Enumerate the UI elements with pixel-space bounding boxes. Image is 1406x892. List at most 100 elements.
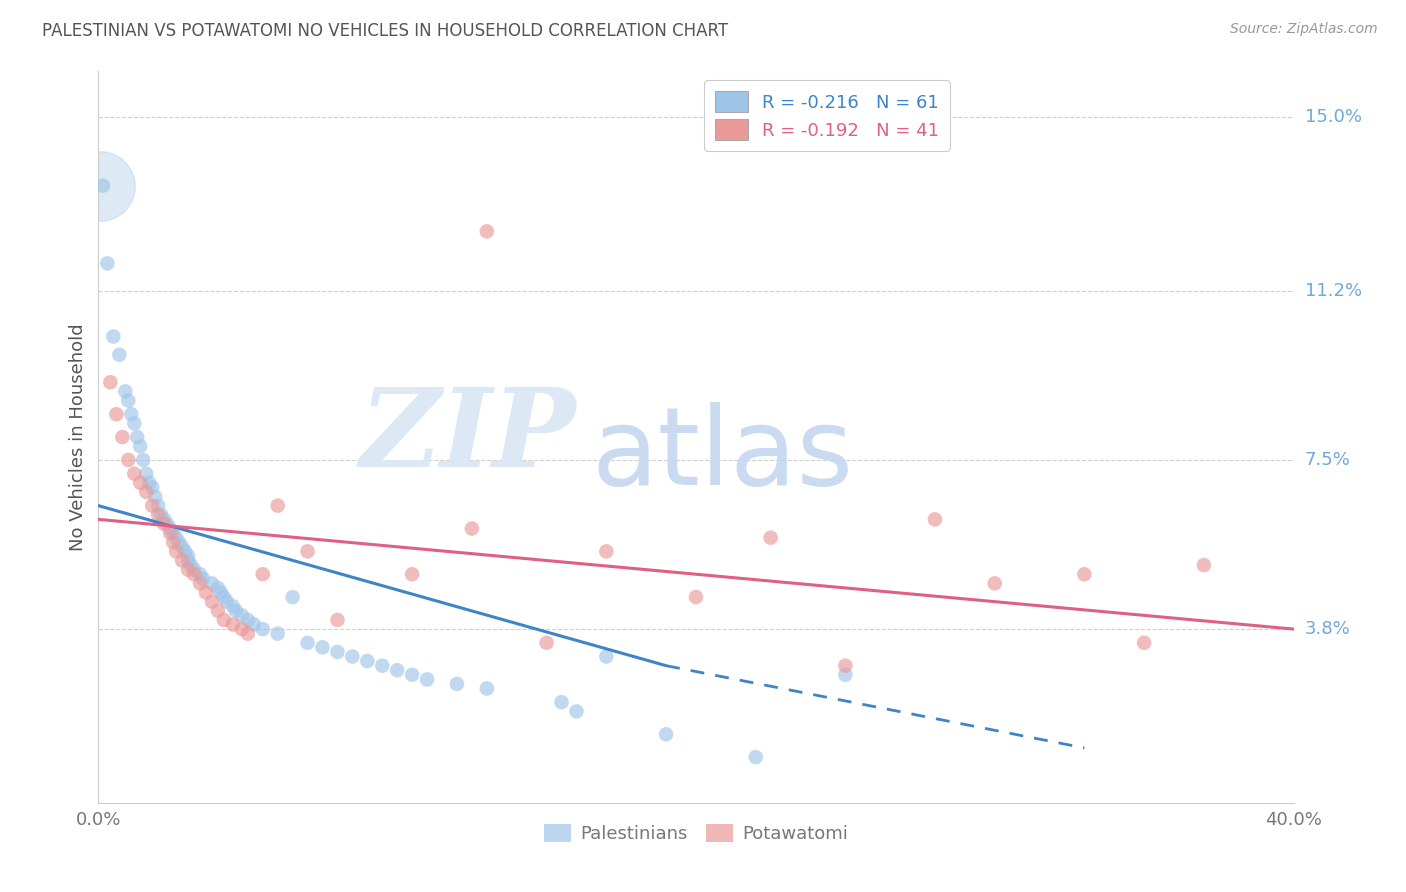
Point: [129, 475, 152, 490]
Point: [655, 727, 678, 741]
Point: [135, 467, 157, 481]
Point: [475, 224, 498, 238]
Point: [207, 604, 229, 618]
Point: [177, 549, 200, 563]
Point: [148, 499, 170, 513]
Point: [225, 604, 247, 618]
Point: [124, 467, 146, 481]
Point: [212, 613, 235, 627]
Point: [162, 526, 184, 541]
Point: [105, 407, 128, 421]
Point: [156, 516, 179, 531]
Point: [326, 613, 349, 627]
Point: [565, 705, 588, 719]
Point: [103, 329, 125, 343]
Point: [342, 649, 364, 664]
Point: [153, 516, 176, 531]
Point: [311, 640, 333, 655]
Point: [222, 599, 245, 614]
Point: [215, 594, 238, 608]
Point: [222, 617, 245, 632]
Point: [252, 622, 274, 636]
Point: [91, 178, 114, 193]
Point: [165, 544, 187, 558]
Point: [96, 256, 118, 270]
Point: [209, 585, 232, 599]
Point: [281, 590, 304, 604]
Point: [201, 576, 224, 591]
Point: [183, 567, 205, 582]
Point: [165, 531, 187, 545]
Point: [89, 178, 111, 193]
Point: [195, 585, 218, 599]
Text: 11.2%: 11.2%: [1305, 282, 1362, 300]
Point: [132, 453, 155, 467]
Point: [236, 613, 259, 627]
Text: 7.5%: 7.5%: [1305, 451, 1351, 469]
Point: [141, 499, 163, 513]
Point: [475, 681, 498, 696]
Point: [267, 499, 290, 513]
Point: [212, 590, 235, 604]
Point: [461, 521, 484, 535]
Point: [356, 654, 378, 668]
Point: [129, 439, 152, 453]
Point: [177, 563, 200, 577]
Point: [243, 617, 266, 632]
Point: [135, 485, 157, 500]
Point: [416, 673, 439, 687]
Point: [297, 544, 319, 558]
Point: [984, 576, 1007, 591]
Point: [98, 376, 122, 390]
Point: [141, 480, 163, 494]
Point: [150, 508, 173, 522]
Point: [236, 626, 259, 640]
Point: [174, 544, 197, 558]
Point: [143, 490, 166, 504]
Point: [385, 663, 409, 677]
Text: 3.8%: 3.8%: [1305, 620, 1350, 638]
Point: [231, 622, 253, 636]
Point: [114, 384, 136, 399]
Point: [326, 645, 349, 659]
Point: [595, 649, 617, 664]
Point: [183, 563, 205, 577]
Point: [120, 407, 142, 421]
Text: ZIP: ZIP: [360, 384, 576, 491]
Point: [401, 567, 423, 582]
Point: [371, 658, 394, 673]
Point: [127, 430, 149, 444]
Point: [446, 677, 468, 691]
Point: [297, 636, 319, 650]
Point: [159, 521, 181, 535]
Point: [167, 535, 190, 549]
Point: [595, 544, 617, 558]
Point: [267, 626, 290, 640]
Point: [138, 475, 160, 490]
Point: [117, 453, 139, 467]
Point: [231, 608, 253, 623]
Point: [153, 512, 176, 526]
Point: [162, 535, 184, 549]
Point: [745, 750, 768, 764]
Legend: Palestinians, Potawatomi: Palestinians, Potawatomi: [536, 815, 856, 852]
Point: [834, 667, 856, 681]
Point: [177, 553, 200, 567]
Point: [1133, 636, 1156, 650]
Point: [924, 512, 946, 526]
Point: [207, 581, 229, 595]
Y-axis label: No Vehicles in Household: No Vehicles in Household: [69, 323, 87, 551]
Point: [834, 658, 856, 673]
Point: [172, 553, 194, 567]
Point: [401, 667, 423, 681]
Point: [252, 567, 274, 582]
Point: [191, 572, 214, 586]
Point: [1073, 567, 1095, 582]
Point: [536, 636, 558, 650]
Point: [108, 348, 131, 362]
Point: [201, 594, 224, 608]
Point: [188, 567, 211, 582]
Point: [124, 417, 146, 431]
Point: [1192, 558, 1215, 573]
Point: [111, 430, 134, 444]
